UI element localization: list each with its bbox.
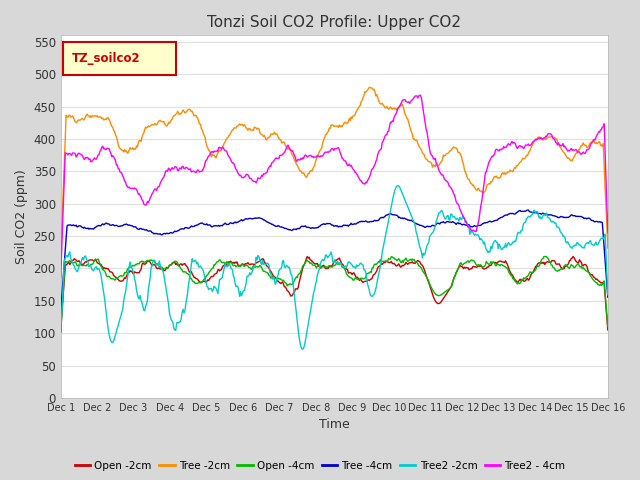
Legend: Open -2cm, Tree -2cm, Open -4cm, Tree -4cm, Tree2 -2cm, Tree2 - 4cm: Open -2cm, Tree -2cm, Open -4cm, Tree -4… [70, 456, 570, 475]
X-axis label: Time: Time [319, 419, 349, 432]
Text: TZ_soilco2: TZ_soilco2 [72, 52, 140, 65]
FancyBboxPatch shape [63, 42, 175, 75]
Title: Tonzi Soil CO2 Profile: Upper CO2: Tonzi Soil CO2 Profile: Upper CO2 [207, 15, 461, 30]
Y-axis label: Soil CO2 (ppm): Soil CO2 (ppm) [15, 169, 28, 264]
